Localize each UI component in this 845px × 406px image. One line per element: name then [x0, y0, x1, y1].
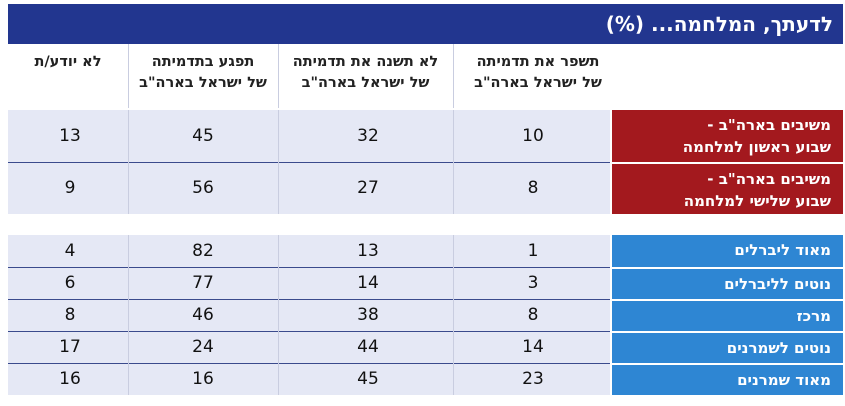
title-bar: לדעתך, המלחמה... (%) — [8, 4, 843, 44]
column-header-line: לא יודע/ת — [34, 54, 102, 70]
row-divider — [8, 331, 610, 332]
row-label: נוטים לשמרנים — [612, 333, 843, 363]
table-cell: 13 — [59, 126, 81, 146]
table-cell: 24 — [192, 337, 214, 357]
table-cell: 46 — [192, 305, 214, 325]
table-cell: 14 — [522, 337, 544, 357]
table-title: לדעתך, המלחמה... (%) — [605, 12, 833, 36]
table-cell: 8 — [527, 178, 539, 198]
table-cell: 6 — [64, 273, 76, 293]
column-divider — [453, 235, 454, 395]
row-label-line: משיבים בארה"ב - — [707, 116, 831, 134]
row-label-line: משיבים בארה"ב - — [707, 170, 831, 188]
column-header-line: של ישראל בארה"ב — [474, 75, 602, 91]
header-divider — [453, 44, 454, 108]
table-cell: 8 — [64, 305, 76, 325]
column-header-line: לא תשנה את תדמיתה — [292, 54, 439, 70]
column-header-line: תפגע בתדמיתה — [151, 54, 255, 70]
table-cell: 10 — [522, 126, 544, 146]
row-divider — [8, 363, 610, 364]
table-cell: 77 — [192, 273, 214, 293]
column-header-harm: תפגע בתדמיתה של ישראל בארה"ב — [128, 52, 278, 102]
table-cell: 44 — [357, 337, 379, 357]
table-cell: 1 — [527, 241, 539, 261]
column-header-line: של ישראל בארה"ב — [139, 75, 267, 91]
group-band — [8, 235, 610, 395]
table-cell: 16 — [59, 369, 81, 389]
row-label-line: מרכז — [796, 307, 831, 325]
header-divider — [278, 44, 279, 108]
row-label-line: שבוע ראשון למלחמה — [682, 138, 831, 156]
table-cell: 56 — [192, 178, 214, 198]
column-header-dont-know: לא יודע/ת — [8, 52, 128, 102]
row-label: מאוד שמרנים — [612, 365, 843, 395]
column-header-improve: תשפר את תדמיתה של ישראל בארה"ב — [463, 52, 613, 102]
column-header-line: של ישראל בארה"ב — [301, 75, 430, 91]
table-cell: 16 — [192, 369, 214, 389]
column-divider — [128, 235, 129, 395]
table-cell: 13 — [357, 241, 379, 261]
table-cell: 45 — [192, 126, 214, 146]
column-divider — [278, 235, 279, 395]
row-divider — [8, 299, 610, 300]
row-label: מרכז — [612, 301, 843, 331]
table-cell: 27 — [357, 178, 379, 198]
row-label-line: שבוע שלישי למלחמה — [683, 192, 831, 210]
table-cell: 23 — [522, 369, 544, 389]
row-divider — [8, 267, 610, 268]
row-label: מאוד ליברלים — [612, 235, 843, 267]
column-headers: תשפר את תדמיתה של ישראל בארה"ב לא תשנה א… — [8, 44, 843, 108]
column-divider — [278, 110, 279, 214]
table-cell: 4 — [64, 241, 76, 261]
row-label: נוטים לליברלים — [612, 269, 843, 299]
row-label: משיבים בארה"ב - שבוע שלישי למלחמה — [612, 164, 843, 214]
table-cell: 17 — [59, 337, 81, 357]
table-cell: 8 — [527, 305, 539, 325]
column-divider — [128, 110, 129, 214]
row-label: משיבים בארה"ב - שבוע ראשון למלחמה — [612, 110, 843, 162]
column-header-line: תשפר את תדמיתה — [476, 54, 600, 70]
row-label-line: מאוד ליברלים — [734, 241, 831, 259]
column-divider — [453, 110, 454, 214]
table-cell: 3 — [527, 273, 539, 293]
column-header-no-change: לא תשנה את תדמיתה של ישראל בארה"ב — [278, 52, 453, 102]
header-divider — [128, 44, 129, 108]
row-divider — [8, 162, 610, 163]
table-cell: 38 — [357, 305, 379, 325]
row-label-line: נוטים לשמרנים — [726, 339, 831, 357]
row-label-line: מאוד שמרנים — [737, 371, 831, 389]
table-cell: 45 — [357, 369, 379, 389]
table-cell: 9 — [64, 178, 76, 198]
table-cell: 14 — [357, 273, 379, 293]
table-cell: 82 — [192, 241, 214, 261]
row-label-line: נוטים לליברלים — [724, 275, 831, 293]
table-cell: 32 — [357, 126, 379, 146]
